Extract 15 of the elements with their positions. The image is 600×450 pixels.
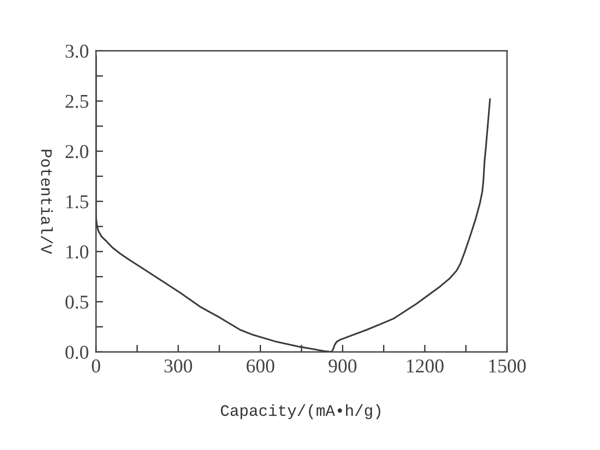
- y-tick-label: 1.5: [66, 195, 88, 208]
- x-tick-label: 0: [92, 359, 100, 373]
- y-tick-label: 3.0: [66, 44, 88, 58]
- x-tick-label: 1200: [407, 359, 444, 373]
- y-tick-label: 0.0: [65, 346, 88, 359]
- x-tick-label: 300: [164, 359, 192, 373]
- y-tick-label: 0.5: [65, 296, 88, 309]
- y-tick-label: 2.5: [66, 94, 88, 108]
- x-axis-title: Capacity/(mA•h/g): [220, 404, 380, 420]
- x-tick-label: 900: [328, 359, 356, 373]
- x-tick-label: 600: [246, 359, 274, 373]
- y-axis-title: Potential/V: [41, 150, 53, 254]
- x-tick-label: 1500: [489, 359, 526, 373]
- y-tick-label: 2.0: [66, 145, 88, 158]
- y-tick-label: 1.0: [66, 245, 88, 259]
